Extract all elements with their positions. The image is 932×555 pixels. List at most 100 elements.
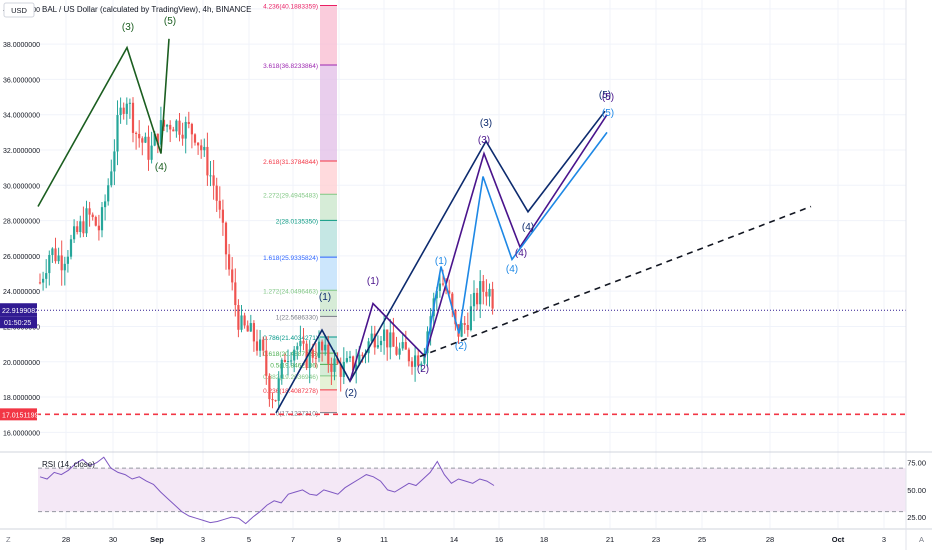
time-tick-label: 23 (652, 535, 660, 544)
candle-body (45, 273, 48, 279)
candle-body (85, 208, 88, 234)
candle-body (448, 290, 451, 294)
wave-label: (1) (319, 292, 331, 303)
candle-body (63, 263, 66, 271)
currency-button[interactable] (3, 2, 35, 18)
candle-body (466, 325, 469, 331)
fib-level-label: 4.236(40.1883359) (263, 3, 318, 10)
countdown-label: 01:50:25 (4, 320, 31, 327)
candle-body (116, 115, 119, 152)
candle-body (488, 288, 491, 297)
candle-body (386, 329, 389, 348)
wave-line-navy[interactable] (275, 110, 606, 414)
fib-level-label: 0.786(21.4034271) (263, 335, 318, 342)
rsi-band (38, 468, 906, 512)
candle-body (376, 345, 379, 348)
wave-line-blue[interactable] (424, 131, 608, 357)
candle-body (286, 361, 290, 363)
time-tick-label: 16 (495, 535, 503, 544)
candle-body (231, 269, 234, 283)
candle-body (321, 341, 324, 351)
candle-body (82, 221, 85, 234)
candle-body (469, 306, 472, 331)
candle-body (404, 342, 407, 350)
candle-body (252, 323, 255, 342)
fib-band (320, 64, 337, 161)
price-tick-label: 32.0000000 (3, 148, 40, 155)
wave-label: (4) (515, 248, 527, 259)
candle-body (398, 348, 401, 355)
candle-body (51, 248, 54, 256)
grid (38, 0, 906, 528)
price-tick-label: 26.0000000 (3, 254, 40, 261)
wave-label: (3) (480, 118, 492, 129)
currency-label[interactable]: USD (11, 6, 27, 15)
candle-body (94, 217, 97, 226)
candle-body (414, 355, 417, 367)
candle-body (172, 129, 175, 132)
fib-level-label: 1(22.5686330) (276, 314, 318, 321)
candle-body (479, 281, 482, 305)
fib-level-label: 0.382(19.2036946) (263, 374, 318, 381)
candle-body (348, 356, 352, 359)
candle-body (463, 323, 466, 326)
candle-body (122, 107, 125, 114)
wave-label: (4) (155, 162, 167, 173)
candle-body (153, 133, 156, 146)
candle-body (100, 207, 104, 231)
candle-body (57, 255, 60, 262)
candle-body (333, 358, 336, 372)
candle-body (311, 349, 314, 358)
candle-body (203, 146, 206, 151)
candle-body (175, 120, 178, 132)
candle-body (166, 124, 169, 127)
fib-band (320, 375, 337, 390)
candle-body (249, 323, 252, 332)
time-tick-label: 3 (201, 535, 205, 544)
candle-body (476, 292, 479, 305)
support-price-label: 17.0151199 (2, 412, 39, 419)
trend-line-dashed[interactable] (419, 205, 812, 358)
rsi-title: RSI (14, close) (42, 460, 95, 469)
time-tick-label: 28 (766, 535, 774, 544)
elliott-wave-drawings[interactable]: (3) (5) (4) (1) (2) (1) (2) (1) (2) (3) (3) (4) (4) (… (37, 16, 812, 414)
candle-body (314, 357, 317, 359)
corner-right-label[interactable]: A (919, 535, 924, 544)
rsi-pane: RSI (14, close) 75.00 50.00 25.00 (38, 456, 926, 525)
countdown-tag (0, 316, 37, 329)
candle-body (147, 136, 150, 160)
candle-body (113, 151, 116, 172)
candle-body (91, 214, 94, 218)
candle-body (280, 359, 283, 379)
candle-body (178, 120, 181, 135)
price-tick-label: 20.0000000 (3, 360, 40, 367)
wave-label: (2) (455, 341, 467, 352)
candle-body (42, 278, 45, 283)
candle-body (200, 145, 203, 151)
candle-body (358, 354, 361, 365)
candle-body (187, 121, 190, 125)
fib-level-label: 2(28.0135350) (276, 218, 318, 225)
wave-line-purple[interactable] (349, 114, 608, 382)
time-tick-label: 18 (540, 535, 548, 544)
fibonacci-extension[interactable]: 4.236(40.1883359) 3.618(36.8233864) 2.618(… (263, 3, 337, 418)
candle-body (218, 200, 221, 210)
time-tick-label: Sep (150, 535, 164, 544)
corner-left-label[interactable]: Z (6, 535, 11, 544)
wave-label: (2) (345, 388, 357, 399)
time-tick-label: 9 (337, 535, 341, 544)
candle-body (162, 120, 166, 127)
candle-body (228, 254, 231, 270)
candle-body (73, 226, 76, 240)
candle-body (104, 201, 107, 208)
time-tick-label: 30 (109, 535, 117, 544)
candle-body (224, 222, 228, 255)
price-tick-label: 30.0000000 (3, 183, 40, 190)
candle-body (355, 364, 358, 371)
candle-body (423, 353, 426, 364)
price-tick-label: 16.0000000 (3, 430, 40, 437)
wave-line-green[interactable] (37, 38, 170, 207)
